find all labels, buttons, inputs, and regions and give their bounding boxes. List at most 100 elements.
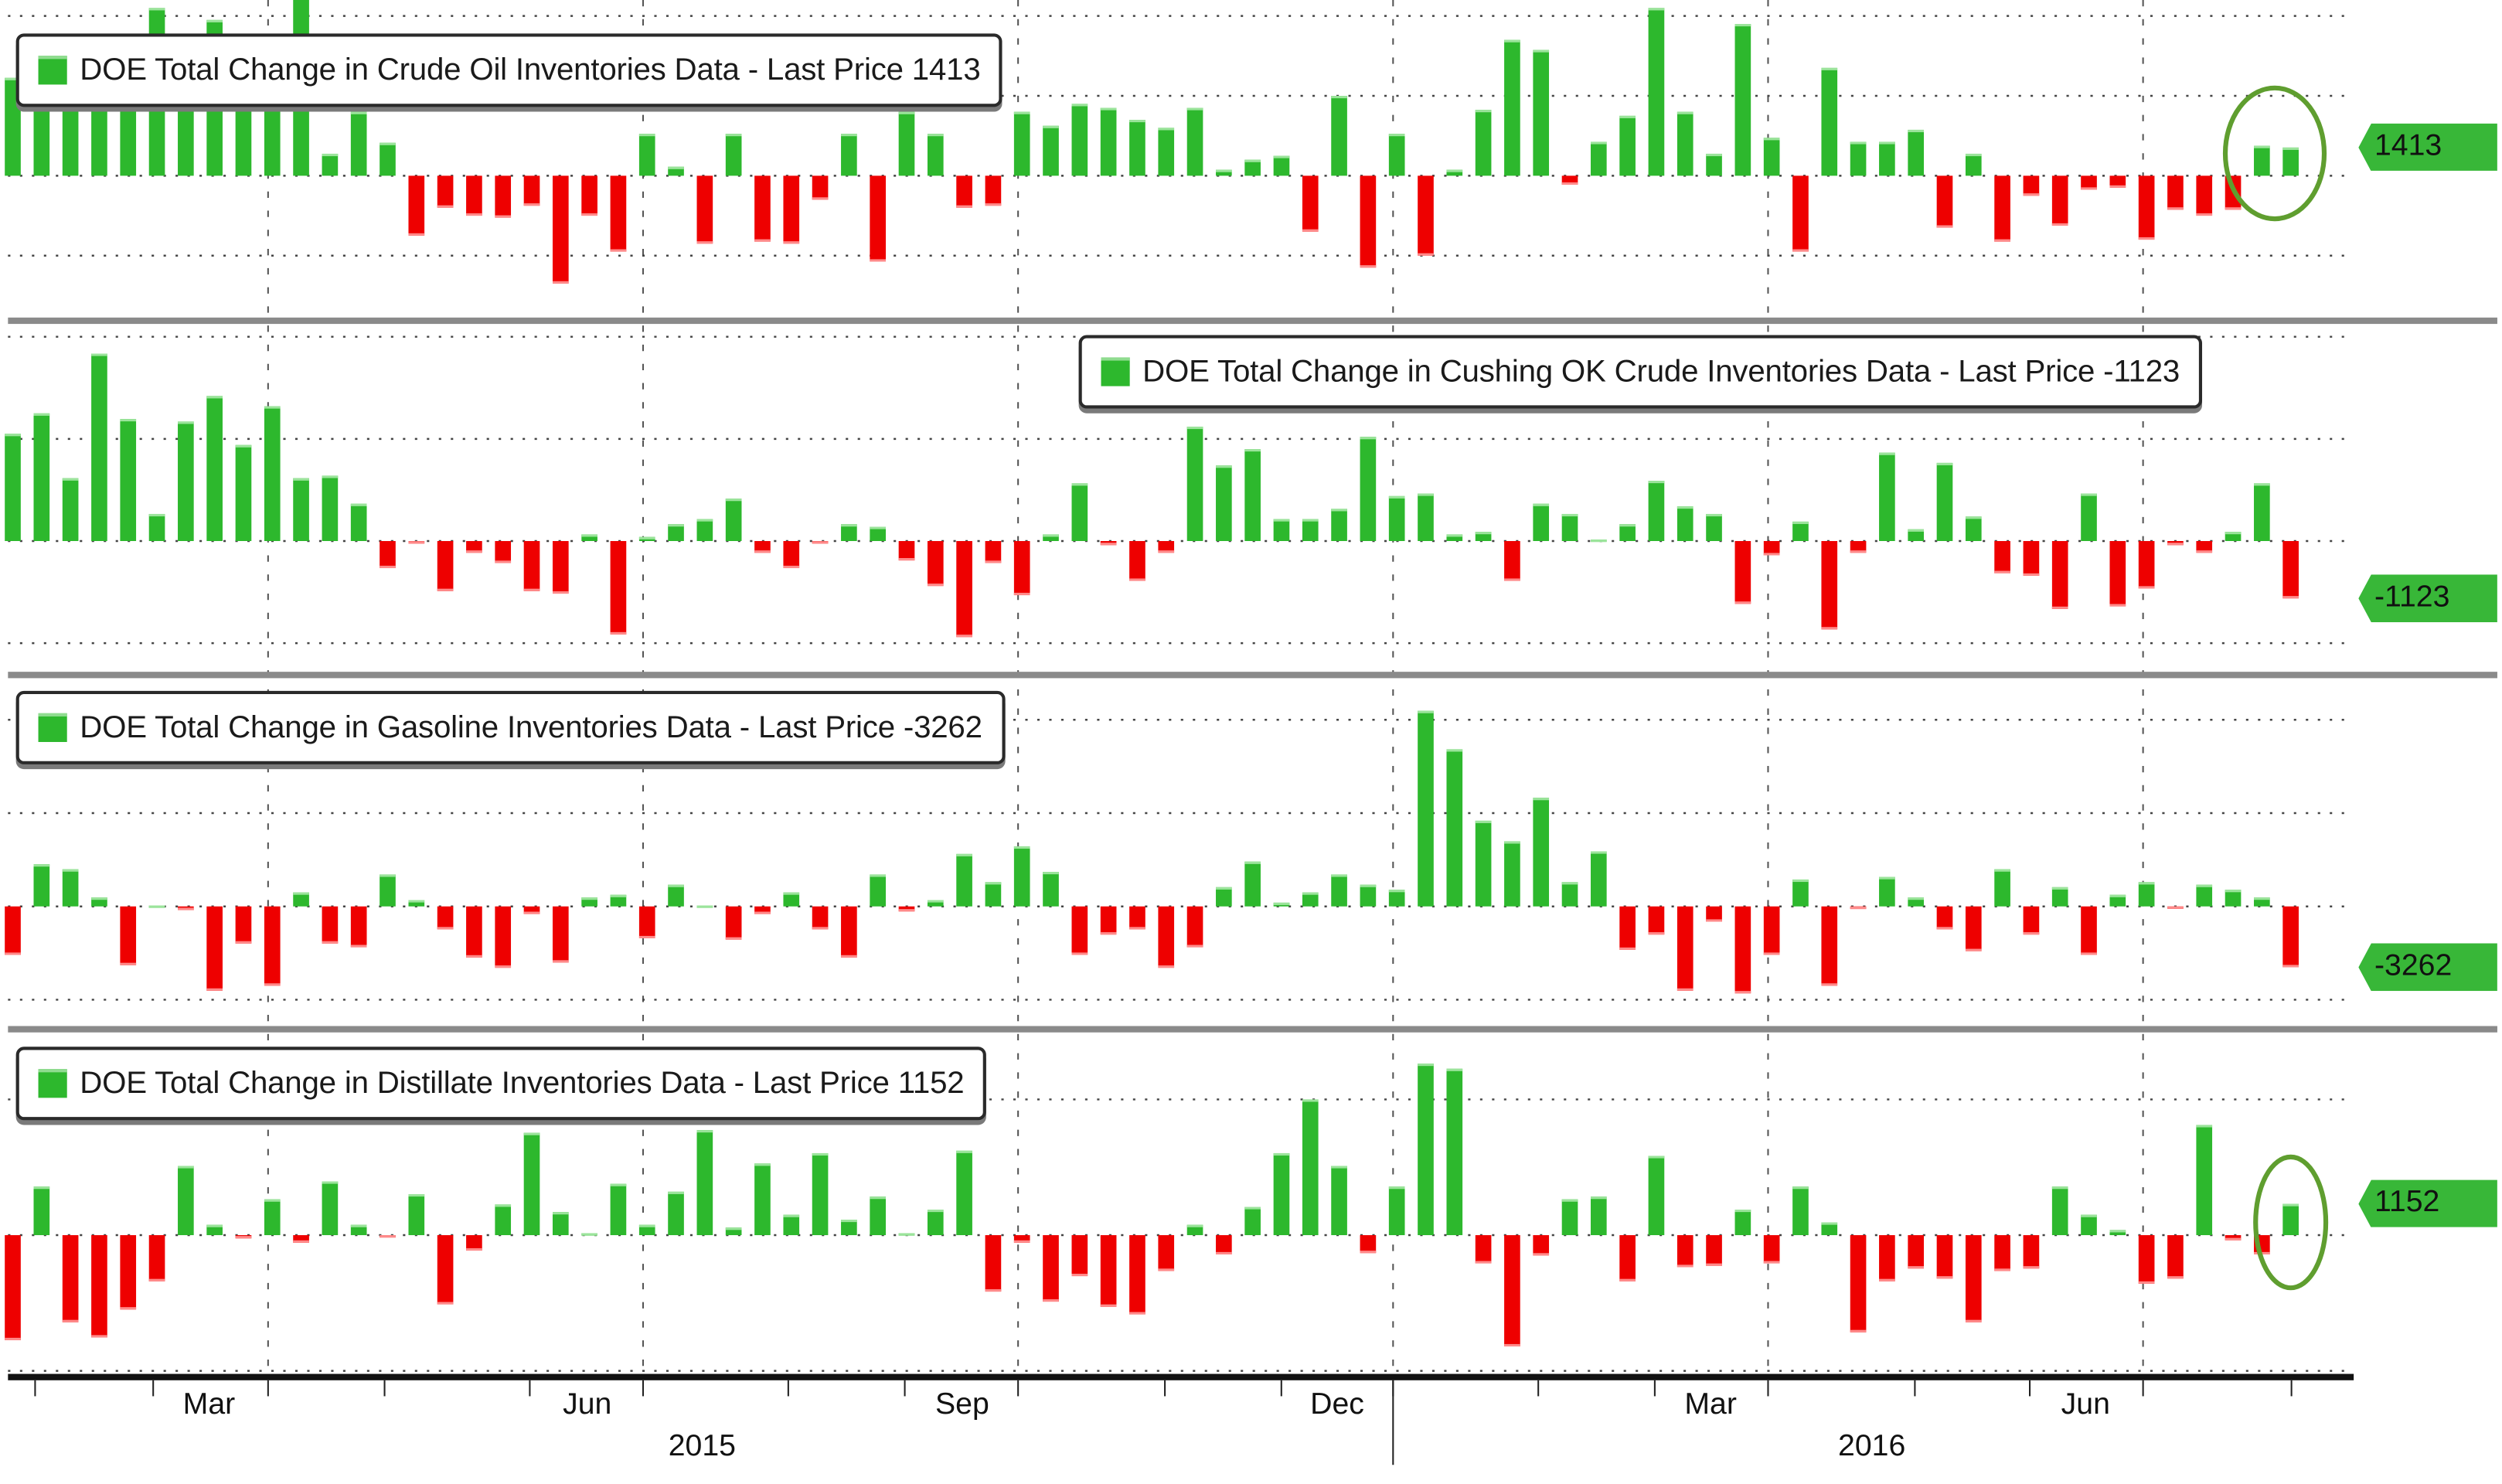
- bar-cap: [696, 241, 713, 244]
- bar-negative: [1994, 540, 2010, 574]
- bar-positive: [668, 524, 684, 541]
- legend-text: DOE Total Change in Distillate Inventori…: [80, 1065, 965, 1101]
- bar-negative: [495, 540, 512, 563]
- bar-cap: [1360, 437, 1377, 440]
- bar-cap: [495, 1204, 512, 1207]
- bar-positive: [1561, 513, 1578, 541]
- bar-positive: [1244, 449, 1261, 541]
- bar-cap: [1504, 841, 1520, 844]
- bar-cap: [956, 205, 972, 208]
- bar-negative: [812, 906, 829, 930]
- bar-positive: [2254, 897, 2270, 907]
- bar-negative: [898, 540, 915, 561]
- bar-cap: [754, 1163, 771, 1166]
- bar-cap: [2109, 1230, 2126, 1233]
- bar-cap: [380, 874, 396, 877]
- bar-positive: [91, 897, 107, 907]
- bar-negative: [1821, 906, 1838, 986]
- bar-positive: [1446, 169, 1463, 176]
- bar-cap: [1013, 1240, 1030, 1243]
- bar-positive: [1965, 153, 1982, 176]
- bar-cap: [725, 499, 742, 502]
- bar-negative: [1302, 175, 1319, 232]
- bar-cap: [322, 1181, 339, 1184]
- bar-negative: [812, 175, 829, 200]
- bar-cap: [1792, 1186, 1809, 1190]
- bar-cap: [1071, 1273, 1088, 1277]
- bar-negative: [2023, 175, 2040, 196]
- bar-negative: [725, 906, 742, 940]
- bar-cap: [1965, 1319, 1982, 1322]
- bar-positive: [2225, 532, 2242, 541]
- bar-cap: [696, 1130, 713, 1133]
- bar-cap: [956, 1150, 972, 1153]
- bar-negative: [1936, 175, 1953, 228]
- bar-cap: [1013, 592, 1030, 596]
- bar-cap: [62, 478, 79, 481]
- bar-negative: [350, 906, 367, 948]
- bar-negative: [235, 906, 252, 944]
- bar-positive: [2138, 882, 2155, 907]
- bar-cap: [62, 1319, 79, 1322]
- bar-negative: [495, 906, 512, 968]
- bar-positive: [1879, 876, 1895, 907]
- bar-positive: [1186, 426, 1203, 541]
- bar-positive: [1908, 897, 1925, 907]
- bar-negative: [466, 175, 482, 216]
- bar-cap: [1533, 1253, 1550, 1256]
- bar-positive: [1533, 503, 1550, 541]
- bar-cap: [1446, 169, 1463, 172]
- bar-positive: [1302, 1099, 1319, 1236]
- bar-positive: [956, 1150, 972, 1236]
- bar-cap: [1561, 1199, 1578, 1202]
- bar-positive: [1186, 1224, 1203, 1236]
- bar-negative: [2196, 175, 2213, 216]
- bar-cap: [2138, 586, 2155, 589]
- bar-cap: [1158, 1268, 1175, 1271]
- bar-cap: [1418, 1064, 1434, 1067]
- legend-swatch-icon: [1101, 357, 1130, 386]
- bar-cap: [754, 911, 771, 914]
- bar-positive: [1677, 506, 1694, 541]
- bar-cap: [2138, 237, 2155, 240]
- bar-cap: [610, 249, 627, 252]
- bar-negative: [466, 906, 482, 958]
- bar-cap: [1331, 96, 1347, 99]
- bar-cap: [206, 1224, 223, 1227]
- bar-negative: [437, 175, 454, 208]
- bar-positive: [5, 434, 21, 541]
- bar-cap: [1879, 876, 1895, 880]
- bar-cap: [1936, 462, 1953, 465]
- bar-cap: [1302, 229, 1319, 232]
- bar-negative: [2167, 1235, 2184, 1279]
- bar-cap: [1186, 107, 1203, 111]
- bar-cap: [235, 1236, 252, 1239]
- bar-cap: [1734, 991, 1751, 994]
- bar-cap: [783, 1214, 800, 1217]
- bar-cap: [2225, 890, 2242, 893]
- bar-cap: [466, 550, 482, 553]
- bar-positive: [1908, 129, 1925, 176]
- bar-negative: [783, 540, 800, 569]
- bar-cap: [1792, 521, 1809, 524]
- bar-negative: [1216, 1235, 1232, 1254]
- bar-negative: [1100, 1235, 1117, 1307]
- bar-cap: [1619, 1278, 1636, 1281]
- bar-cap: [1850, 906, 1867, 910]
- bar-cap: [1908, 897, 1925, 900]
- bar-cap: [408, 233, 425, 236]
- bar-cap: [2282, 965, 2299, 968]
- bar-cap: [1158, 965, 1175, 968]
- bar-cap: [1850, 141, 1867, 145]
- bar-cap: [1244, 449, 1261, 452]
- bar-cap: [725, 134, 742, 137]
- bar-positive: [841, 524, 857, 541]
- bar-positive: [2051, 887, 2068, 907]
- panel-separator: [8, 672, 2497, 679]
- bar-negative: [1908, 1235, 1925, 1269]
- bar-positive: [581, 897, 597, 907]
- panel-separator: [8, 1026, 2497, 1033]
- bar-positive: [956, 853, 972, 907]
